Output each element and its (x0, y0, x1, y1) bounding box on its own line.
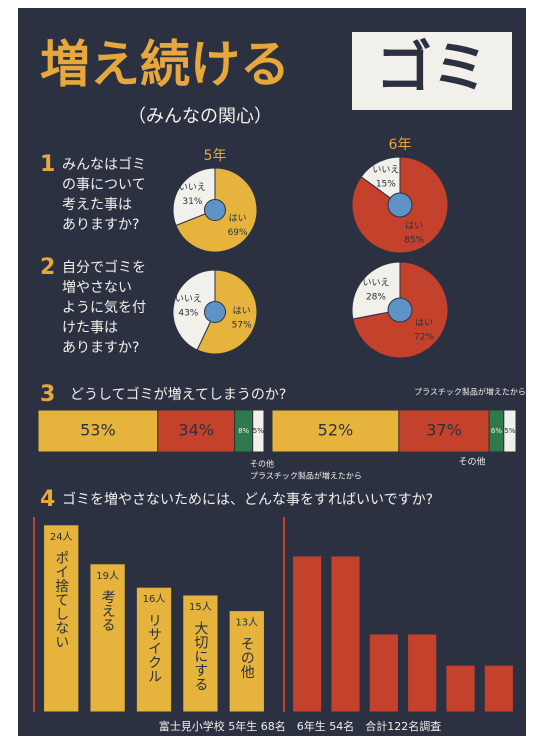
question-number: 3 (40, 382, 55, 407)
slice-label: はい (415, 317, 433, 328)
question-text: ありますか? (62, 217, 139, 233)
bar-value: 15人 (189, 601, 212, 613)
bar (293, 556, 322, 712)
slice-label: はい (229, 213, 247, 224)
segment-value: 53% (80, 421, 116, 440)
slice-label: いいえ (179, 182, 206, 193)
slice-value: 43% (178, 309, 198, 319)
slice-label: いいえ (372, 165, 399, 176)
slice-value: 15% (376, 180, 396, 190)
slice-value: 57% (232, 320, 252, 330)
segment-value: 37% (426, 421, 462, 440)
question-text: どうしてゴミが増えてしまうのか? (70, 386, 286, 403)
bar (408, 634, 437, 712)
title: 増え続ける (40, 36, 290, 94)
bar-category: その他 (239, 637, 255, 680)
face (388, 298, 412, 322)
slice-value: 31% (182, 197, 202, 207)
slice-label: はい (233, 305, 251, 316)
annotation: その他 (458, 456, 485, 468)
annotation: その他 (250, 459, 274, 469)
question-text: の事について (62, 177, 146, 193)
grade-label: 5年 (204, 148, 227, 164)
segment-value: 34% (178, 421, 214, 440)
footer: 富士見小学校 5年生 68名 6年生 54名 合計122名調査 (159, 719, 441, 733)
bar (484, 665, 513, 712)
segment-value: 52% (318, 421, 354, 440)
title-highlight: ゴミ (376, 36, 488, 101)
question-number: 1 (40, 152, 55, 177)
slice-value: 85% (404, 235, 424, 245)
question-text: ありますか? (62, 340, 139, 356)
slice-value: 72% (414, 332, 434, 342)
bar (369, 634, 398, 712)
slice-label: はい (405, 220, 423, 231)
bar-value: 24人 (50, 531, 73, 543)
segment-value: 6% (491, 427, 502, 435)
segment-value: 8% (238, 427, 249, 435)
question-text: 考えた事は (62, 197, 132, 213)
bar (90, 564, 125, 712)
annotation: プラスチック製品が増えたから (414, 387, 526, 397)
question-number: 2 (40, 255, 55, 280)
slice-label: いいえ (362, 278, 389, 289)
bar (446, 665, 475, 712)
face (388, 193, 412, 217)
face (205, 302, 226, 323)
question-text: けた事は (62, 320, 118, 336)
annotation: プラスチック製品が増えたから (250, 471, 362, 481)
bar-category: 大切にする (192, 621, 208, 691)
segment-value: 5% (253, 427, 264, 435)
bar-category: リサイクル (146, 613, 162, 683)
bar-value: 13人 (235, 617, 258, 629)
bar (331, 556, 360, 712)
subtitle: （みんなの関心） (128, 106, 272, 127)
question-text: ゴミを増やさないためには、どんな事をすればいいですか? (62, 491, 433, 508)
slice-value: 69% (228, 228, 248, 238)
slice-label: いいえ (175, 294, 202, 305)
question-text: 増やさない (62, 280, 132, 296)
bar-value: 19人 (96, 570, 119, 582)
segment-value: 5% (504, 427, 515, 435)
bar-category: ポイ捨てしない (53, 551, 69, 649)
question-text: 自分でゴミを (62, 259, 146, 276)
slice-value: 28% (366, 293, 386, 303)
face (205, 200, 226, 221)
question-number: 4 (40, 487, 55, 512)
bar-value: 16人 (143, 593, 166, 605)
question-text: ように気を付 (62, 300, 146, 316)
grade-label: 6年 (389, 137, 412, 153)
bar-category: 考える (100, 590, 116, 632)
poster: 増え続ける ゴミ （みんなの関心） プラスチック製品が増えたから その他 その他… (0, 0, 541, 742)
question-text: みんなはゴミ (62, 156, 146, 173)
